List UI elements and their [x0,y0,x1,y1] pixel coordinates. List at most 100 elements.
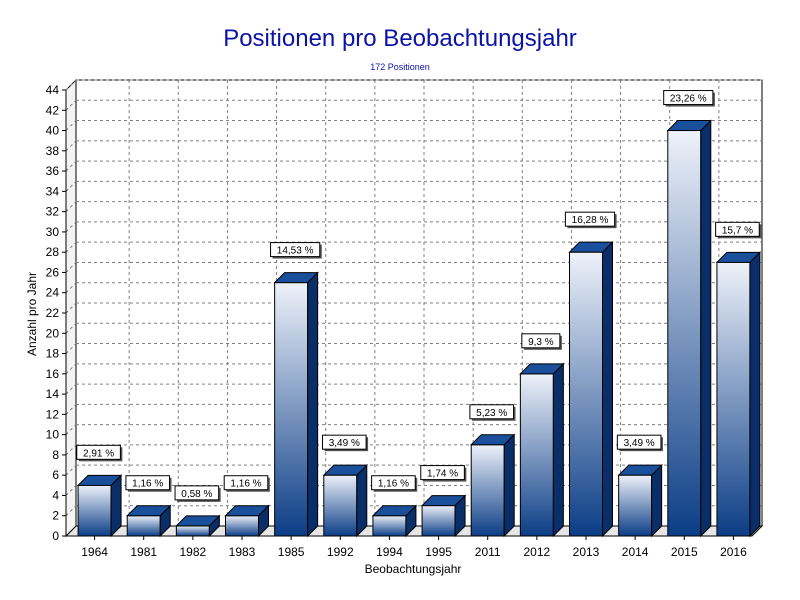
y-tick-label: 0 [52,529,59,543]
x-tick-label: 1964 [81,545,108,559]
bar-front [667,130,702,537]
bar-cap [126,505,172,517]
data-label: 3,49 % [329,438,360,449]
grid-line-depth [65,282,77,294]
bar-cap [322,464,368,476]
y-tick-label: 26 [46,265,60,279]
y-tick-label: 30 [46,225,60,239]
y-tick-label: 12 [46,407,60,421]
grid-line-depth [65,363,77,375]
data-label-box [125,475,171,491]
grid-line-depth [65,343,77,354]
x-tick-label: 1982 [180,545,207,559]
data-label: 3,49 % [624,438,655,449]
x-tick-label: 1985 [278,545,305,559]
grid-line-depth [65,140,77,152]
bar-front [470,444,505,537]
bar [322,463,368,538]
y-tick-label: 38 [46,144,60,158]
grid-line-depth [65,160,77,172]
bar-cap [617,464,663,476]
bar-cap [371,505,418,517]
bar-front [519,373,554,537]
y-tick-label: 22 [46,306,60,320]
bar-side [749,251,761,538]
data-label-box [174,485,220,501]
bar [519,362,565,538]
y-tick-label: 24 [46,286,60,300]
bar-cap [519,363,565,375]
grid-line-depth [65,444,77,456]
data-label-box [469,404,515,420]
data-label: 5,23 % [476,408,507,419]
grid-line-depth [65,221,77,233]
y-tick-label: 20 [46,326,60,340]
bar-side [503,433,515,538]
y-axis-label: Anzahl pro Jahr [25,272,39,356]
y-tick-label: 10 [46,428,60,442]
bar-front [716,261,751,537]
bar-front [225,515,259,537]
grid-line-depth [65,424,77,435]
data-label-box [223,475,269,491]
x-tick-label: 2016 [720,545,747,559]
y-tick-label: 18 [46,347,60,361]
grid-line-depth [65,322,77,334]
bar-front [372,515,407,537]
y-tick-label: 34 [46,184,60,198]
bar-side [356,463,368,538]
bar-cap [420,495,467,507]
x-tick-label: 1995 [425,545,452,559]
grid-line-depth [65,505,77,517]
y-tick-label: 14 [46,387,60,401]
grid-line-depth [65,464,77,476]
bar-front [569,251,603,537]
bar-cap [470,434,516,446]
x-tick-label: 1983 [229,545,256,559]
data-label-box [564,211,616,227]
grid-line-depth [65,302,77,314]
y-tick-label: 42 [46,103,60,117]
x-tick-label: 2014 [622,545,649,559]
data-label-box [371,475,416,491]
bar [420,494,467,538]
bar [224,504,270,538]
bar [175,514,221,538]
x-tick-label: 2012 [524,545,551,559]
x-tick-label: 2015 [671,545,698,559]
data-label-box [420,465,465,481]
bar-side [651,463,663,538]
data-label: 9,3 % [528,337,554,348]
bar [568,240,614,538]
bar-cap [273,272,319,284]
bar-front [77,484,112,537]
plot-area: 0246810121416182022242628303234363840424… [46,78,764,559]
bar-cap [224,505,270,517]
bar [126,504,172,538]
grid-line-depth [65,201,77,212]
data-label: 2,91 % [83,448,114,459]
data-label: 1,16 % [378,479,409,490]
y-tick-label: 36 [46,164,60,178]
bar-side [700,119,712,538]
grid-line-depth [65,262,77,273]
y-tick-label: 16 [46,367,60,381]
chart-title: Positionen pro Beobachtungsjahr [223,25,577,52]
bar-front [126,515,161,537]
y-tick-label: 40 [46,124,60,138]
x-tick-label: 1992 [327,545,354,559]
data-label: 0,58 % [181,489,212,500]
x-tick-label: 1994 [376,545,403,559]
grid-line-depth [65,181,77,192]
bar [617,463,663,538]
bar-cap [76,474,123,486]
data-label: 1,16 % [132,479,163,490]
grid-line-depth [65,383,77,395]
bar-cap [568,241,614,253]
x-tick-label: 2013 [573,545,600,559]
grid-line-depth [65,404,77,415]
bar-cap [666,120,712,132]
bar-front [274,282,309,537]
bar-front [618,474,653,537]
